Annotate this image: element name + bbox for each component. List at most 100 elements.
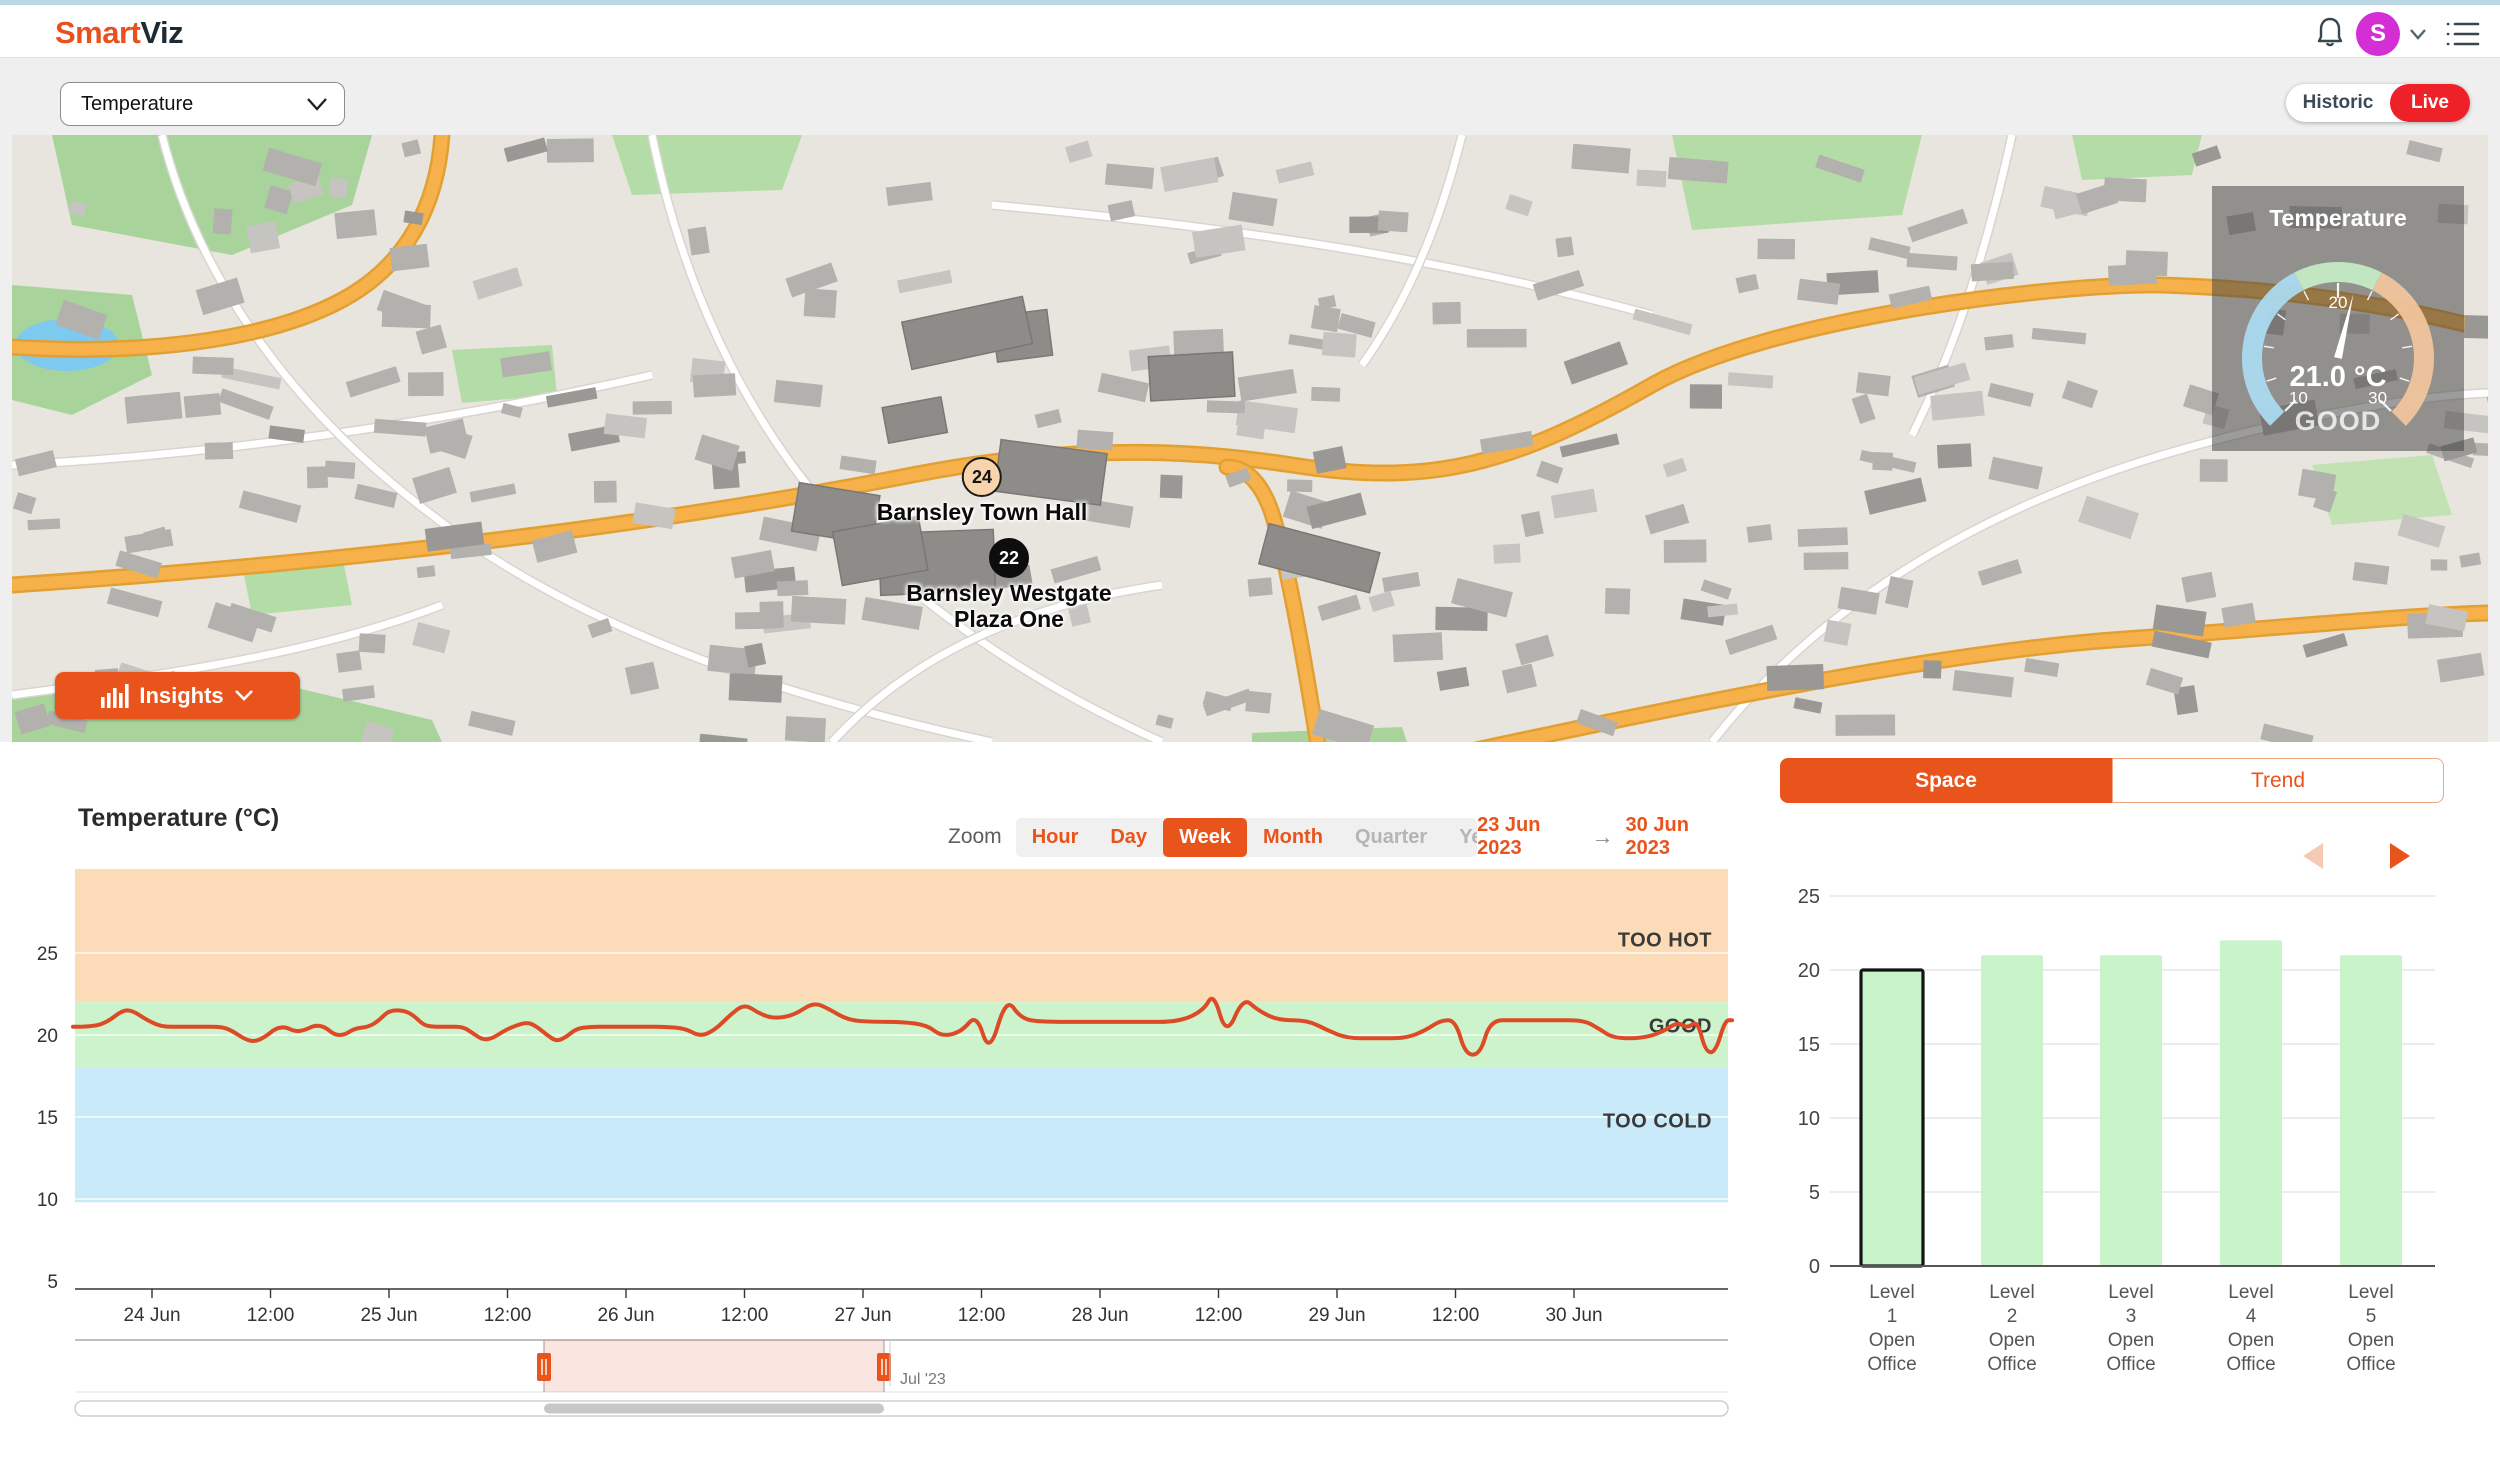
zoom-option-hour[interactable]: Hour [1031,825,1079,848]
x-axis-label: Level [2228,1282,2273,1303]
navigator-month-label: Jul '23 [900,1371,946,1388]
date-range: 23 Jun 2023 → 30 Jun 2023 [1477,814,1728,860]
map-marker-barnsley-westgate-plaza-one[interactable]: 22 Barnsley Westgate Plaza One [889,538,1129,633]
tab-trend[interactable]: Trend [2112,758,2444,803]
zoom-label: Zoom [948,825,1002,848]
chart-scrollbar-track[interactable] [74,1400,1729,1417]
metric-select[interactable]: Temperature [60,82,345,126]
pager-next-arrow[interactable] [2390,843,2410,869]
x-axis-label: 5 [2366,1306,2377,1327]
navigator-selected-range[interactable] [544,1340,884,1392]
x-axis-label: Open [2108,1330,2154,1351]
marker-label: Barnsley Town Hall [876,499,1088,525]
insights-button-label: Insights [139,682,224,708]
logo-part-viz: Viz [140,15,184,50]
zoom-option-month[interactable]: Month [1262,825,1323,848]
chevron-down-icon [234,690,253,701]
marker-value-badge[interactable]: 22 [989,538,1029,578]
analytics-section: Temperature (°C) Zoom Hour Day Week Month Qu… [0,742,2500,1463]
date-range-start[interactable]: 23 Jun 2023 [1477,814,1541,859]
bar-level-1-open-office[interactable] [1859,968,1925,1268]
zoom-button-group: Hour Day Week Month Quarter Year [1015,817,1478,857]
tab-space[interactable]: Space [1780,758,2112,803]
x-axis-label: 28 Jun [1071,1305,1128,1326]
y-axis-label: 5 [1809,1182,1820,1204]
y-axis-label: 0 [1809,1256,1820,1278]
x-axis-label: Office [1987,1354,2036,1375]
y-axis-label: 20 [1798,960,1820,982]
notifications-bell-icon[interactable] [2316,16,2344,48]
zoom-option-week[interactable]: Week [1163,817,1247,857]
map-canvas[interactable]: 24 Barnsley Town Hall 22 Barnsley Westga… [12,135,2488,742]
insights-button[interactable]: Insights [55,672,300,719]
x-axis-label: 29 Jun [1308,1305,1365,1326]
zone-label: TOO HOT [1618,929,1712,951]
avatar[interactable]: S [2356,12,2400,56]
x-axis-label: 24 Jun [123,1305,180,1326]
toggle-option-historic[interactable]: Historic [2302,92,2374,113]
date-range-arrow-icon: → [1591,824,1614,849]
x-axis-label: 2 [2007,1306,2018,1327]
gauge-needle [2334,293,2354,359]
chart-scrollbar-thumb[interactable] [544,1403,884,1414]
zoom-option-quarter: Quarter [1354,825,1428,848]
historic-live-toggle[interactable]: Historic Live [2286,84,2470,122]
map-marker-barnsley-town-hall[interactable]: 24 Barnsley Town Hall [877,457,1087,525]
chevron-down-icon [307,98,327,111]
marker-label: Barnsley Westgate Plaza One [906,580,1112,633]
x-axis-label: Level [2348,1282,2393,1303]
y-axis-label: 10 [37,1190,58,1211]
y-axis-label: 5 [47,1272,58,1293]
avatar-chevron-down-icon[interactable] [2408,27,2428,41]
y-axis-label: 10 [1798,1108,1820,1130]
x-axis-label: 3 [2126,1306,2137,1327]
x-axis-label: 12:00 [958,1305,1006,1326]
x-axis-label: Level [2108,1282,2153,1303]
temperature-line-series [71,996,1734,1057]
x-axis-label: Open [1989,1330,2035,1351]
x-axis-label: Office [1867,1354,1916,1375]
y-axis-label: 25 [1798,886,1820,908]
toggle-option-live[interactable]: Live [2390,84,2470,122]
marker-value-badge[interactable]: 24 [962,457,1002,497]
x-axis-label: 27 Jun [834,1305,891,1326]
x-axis-label: Open [2228,1330,2274,1351]
x-axis-label: 12:00 [484,1305,532,1326]
x-axis-label: Open [2348,1330,2394,1351]
x-axis-label: Office [2346,1354,2395,1375]
timeseries-chart: 5 10 15 20 25 24 Jun 12:00 25 Jun 12:00 26 Jun 12:… [37,869,1734,1417]
x-axis-label: Office [2106,1354,2155,1375]
gauge-value: 21.0 °C [2289,361,2386,393]
gauge-status: GOOD [2295,406,2382,436]
zoom-option-day[interactable]: Day [1110,825,1148,848]
bar-level-4-open-office[interactable] [2220,940,2282,1266]
logo-part-smart: Smart [55,15,141,50]
bar-level-2-open-office[interactable] [1981,955,2043,1266]
gauge-tick-label: 10 [2289,389,2308,408]
bar-level-5-open-office[interactable] [2340,955,2402,1266]
x-axis-label: 12:00 [1432,1305,1480,1326]
x-axis-label: 12:00 [247,1305,295,1326]
app-logo[interactable]: SmartViz [55,15,184,51]
list-menu-icon[interactable] [2446,20,2480,48]
space-bar-chart: 0 5 10 15 20 25 Level 1 Open Office Level 2 Open Offi… [1798,886,2435,1375]
space-trend-tabs: Space Trend [1780,758,2444,803]
bar-level-3-open-office[interactable] [2100,955,2162,1266]
x-axis-label: 12:00 [1195,1305,1243,1326]
y-axis-label: 15 [37,1108,58,1129]
pager-prev-arrow[interactable] [2303,843,2323,869]
date-range-end[interactable]: 30 Jun 2023 [1625,814,1689,859]
zone-label: TOO COLD [1603,1111,1712,1133]
y-axis-label: 20 [37,1026,58,1047]
x-axis-label: Level [1869,1282,1914,1303]
timeseries-controls: Zoom Hour Day Week Month Quarter Year 23 Jun … [948,814,1728,860]
zoom-option-year: Year [1459,825,1478,848]
x-axis-label: Level [1989,1282,2034,1303]
y-axis-label: 15 [1798,1034,1820,1056]
metric-select-value: Temperature [81,92,194,115]
navigator-handle-left[interactable] [537,1353,551,1381]
navigator-handle-right[interactable] [877,1353,891,1381]
x-axis-label: 30 Jun [1545,1305,1602,1326]
x-axis-label: 4 [2246,1306,2257,1327]
